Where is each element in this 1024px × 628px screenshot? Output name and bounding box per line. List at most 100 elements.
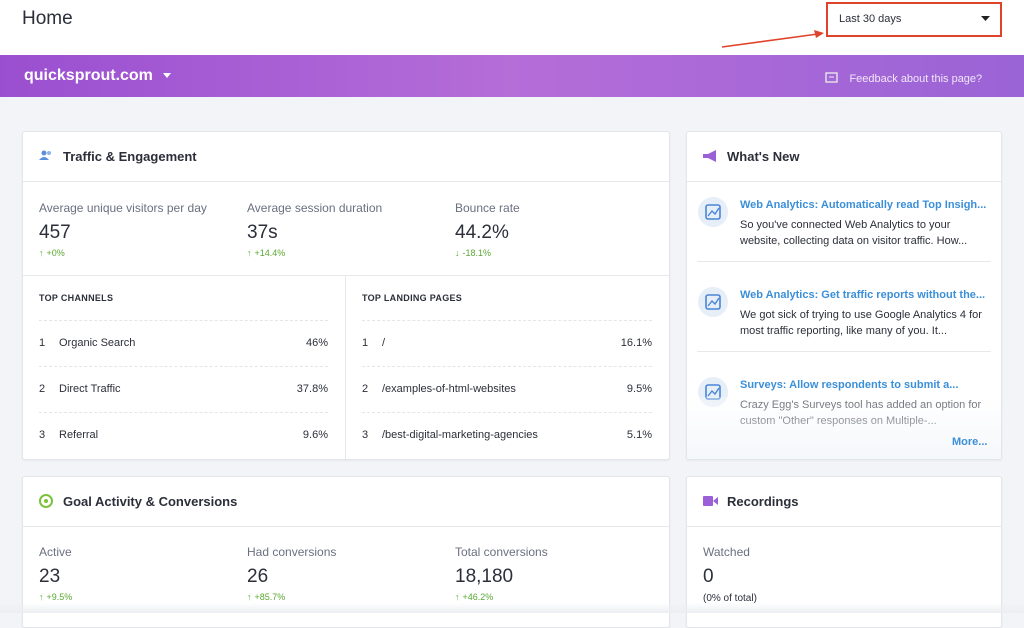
row-share: 46% [305,337,328,349]
change-value: +0% [46,248,65,258]
caret-icon [163,72,172,78]
metric-change: ↑ +9.5% [39,592,72,602]
metric-value: 0 [703,566,714,587]
metric-change: ↑ +85.7% [247,592,285,602]
target-icon [39,494,53,508]
metric-label: Bounce rate [455,201,520,215]
more-link[interactable]: More... [952,436,988,448]
change-value: +85.7% [254,592,286,602]
row-name[interactable]: Direct Traffic [59,383,121,395]
row-rank: 3 [39,429,46,441]
row-divider [39,366,328,367]
metric-value: 23 [39,566,61,587]
users-icon [39,150,51,160]
item-icon [698,197,728,227]
feedback-link[interactable]: Feedback about this page? [825,69,982,87]
row-divider [362,366,652,367]
arrow-up-icon: ↑ [247,592,252,602]
row-rank: 3 [362,429,369,441]
row-name[interactable]: Referral [59,429,99,441]
item-divider [697,261,991,262]
change-value: +9.5% [46,592,73,602]
metric-label: Average unique visitors per day [39,201,207,215]
metric-label: Active [39,545,72,559]
item-divider [697,351,991,352]
card-title: Recordings [727,494,799,509]
camera-icon [703,496,718,506]
metric-value: 37s [247,222,278,243]
item-body: We got sick of trying to use Google Anal… [740,309,982,337]
page-title: Home [22,8,73,29]
chart-icon [705,204,721,220]
metric-change: ↓ -18.1% [455,248,491,258]
card-title: Traffic & Engagement [63,149,197,164]
row-name[interactable]: / [382,337,386,349]
metric-value: 457 [39,222,71,243]
item-title[interactable]: Surveys: Allow respondents to submit a..… [740,379,959,391]
change-value: +14.4% [254,248,286,258]
metric-value: 44.2% [455,222,509,243]
row-rank: 1 [362,337,369,349]
row-name[interactable]: /examples-of-html-websites [382,383,516,395]
card-title: What's New [727,149,800,164]
section-title: TOP LANDING PAGES [362,293,463,303]
feedback-icon [825,72,838,83]
row-share: 9.5% [626,383,652,395]
metric-value: 26 [247,566,269,587]
chart-icon [705,294,721,310]
section-title: TOP CHANNELS [39,293,114,303]
row-divider [362,412,652,413]
item-body: So you've connected Web Analytics to you… [740,219,968,247]
arrow-up-icon: ↑ [39,248,44,258]
change-value: +46.2% [462,592,494,602]
row-divider [39,412,328,413]
row-name[interactable]: /best-digital-marketing-agencies [382,429,538,441]
site-name: quicksprout.com [24,67,153,84]
bottom-fade [0,603,1024,613]
goals-card: Goal Activity & Conversions Active 23 ↑ +9.… [22,476,670,628]
site-bar [0,55,1024,97]
card-title: Goal Activity & Conversions [63,494,238,509]
row-share: 37.8% [296,383,328,395]
metric-label: Watched [703,545,750,559]
metric-value: 18,180 [455,566,514,587]
change-value: -18.1% [462,248,492,258]
row-divider [362,320,652,321]
metric-label: Average session duration [247,201,383,215]
arrow-down-icon: ↓ [455,248,460,258]
metric-change: ↑ +0% [39,248,65,258]
highlight-box [826,2,1002,37]
annotation-arrow [721,30,824,48]
date-range-dropdown[interactable]: Last 30 days [832,8,994,30]
divider [345,275,346,459]
metric-change: ↑ +14.4% [247,248,285,258]
fade-overlay [687,397,1001,459]
whats-new-card: What's New Web Analytics: Automatically … [686,131,1002,460]
item-icon [698,287,728,317]
item-title[interactable]: Web Analytics: Automatically read Top In… [740,199,987,211]
metric-sub: (0% of total) [703,593,757,604]
row-share: 16.1% [620,337,652,349]
metric-label: Total conversions [455,545,548,559]
metric-label: Had conversions [247,545,337,559]
metric-change: ↑ +46.2% [455,592,493,602]
row-share: 9.6% [302,429,328,441]
row-rank: 2 [39,383,46,395]
caret-icon [981,16,990,21]
date-range-label: Last 30 days [839,13,902,25]
arrow-up-icon: ↑ [455,592,460,602]
row-name[interactable]: Organic Search [59,337,136,349]
feedback-text: Feedback about this page? [849,73,983,85]
item-title[interactable]: Web Analytics: Get traffic reports witho… [740,289,986,301]
recordings-card: Recordings Watched 0 (0% of total) [686,476,1002,628]
row-rank: 2 [362,383,369,395]
row-rank: 1 [39,337,46,349]
traffic-card: Traffic & Engagement Average unique visi… [22,131,670,460]
megaphone-icon [703,150,716,162]
arrow-up-icon: ↑ [247,248,252,258]
site-selector[interactable]: quicksprout.com [24,67,172,87]
arrow-up-icon: ↑ [39,592,44,602]
row-divider [39,320,328,321]
row-share: 5.1% [626,429,652,441]
